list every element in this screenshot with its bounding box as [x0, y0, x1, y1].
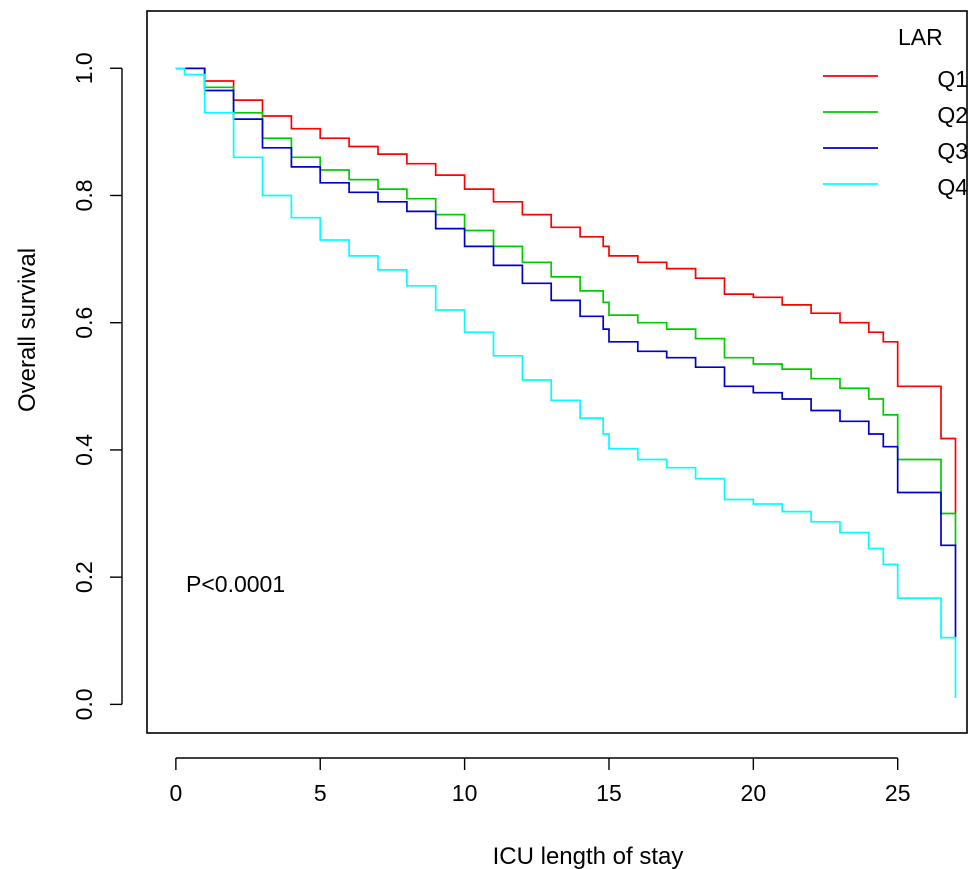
- series-line-q3: [175, 67, 957, 638]
- y-tick-label: 0.0: [71, 688, 97, 720]
- y-tick-label: 0.8: [71, 179, 97, 211]
- legend-label-q2: Q2: [937, 102, 968, 128]
- x-tick-label: 5: [314, 780, 327, 806]
- x-axis-title: ICU length of stay: [493, 843, 684, 869]
- legend: LAR Q1 Q2 Q3 Q4: [823, 24, 968, 200]
- x-tick-label: 15: [596, 780, 622, 806]
- x-axis: 0 5 10 15 20 25: [169, 757, 911, 806]
- legend-title: LAR: [898, 24, 943, 50]
- y-tick-label: 0.6: [71, 307, 97, 339]
- x-tick-label: 0: [169, 780, 182, 806]
- p-value-annotation: P<0.0001: [186, 571, 285, 597]
- legend-label-q1: Q1: [937, 66, 968, 92]
- legend-label-q3: Q3: [937, 138, 968, 164]
- series-line-q1: [175, 67, 957, 514]
- series-line-q2: [175, 67, 957, 546]
- series-layer: [175, 67, 957, 698]
- legend-label-q4: Q4: [937, 174, 968, 200]
- plot-frame: [146, 10, 968, 734]
- x-tick-label: 20: [741, 780, 767, 806]
- y-axis: 0.0 0.2 0.4 0.6 0.8 1.0: [71, 52, 123, 720]
- y-tick-label: 0.2: [71, 561, 97, 593]
- y-tick-label: 0.4: [71, 434, 97, 466]
- x-tick-label: 25: [885, 780, 911, 806]
- series-line-q4: [175, 67, 957, 698]
- x-tick-label: 10: [452, 780, 478, 806]
- y-axis-title: Overall survival: [14, 248, 41, 412]
- y-tick-label: 1.0: [71, 52, 97, 84]
